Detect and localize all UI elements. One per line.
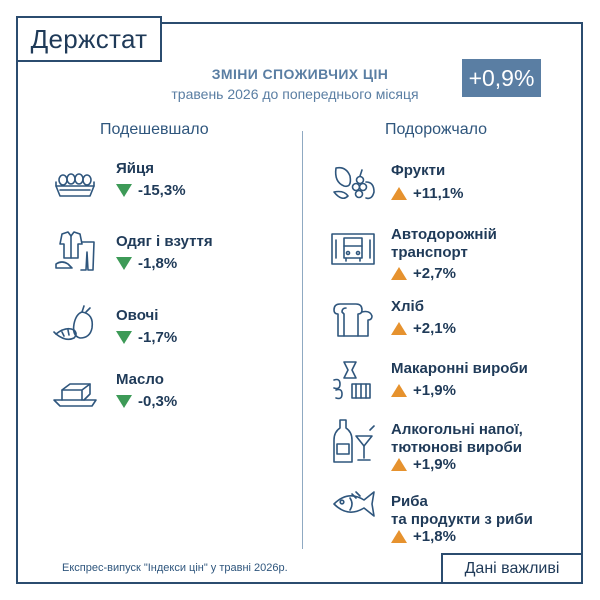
item-name-fruits: Фрукти <box>391 162 446 179</box>
item-value-transport: +2,7% <box>391 265 456 282</box>
item-name-transport: Автодорожній транспорт <box>391 226 497 262</box>
item-value-eggs: -15,3% <box>116 182 186 199</box>
eggs-icon <box>52 160 98 206</box>
bread-icon <box>330 296 376 342</box>
fruits-icon <box>330 160 376 206</box>
item-name-vegetables: Овочі <box>116 307 159 324</box>
important-data-label: Дані важливі <box>441 553 583 584</box>
infographic-frame <box>16 22 583 584</box>
decrease-arrow-icon <box>116 331 132 344</box>
item-value-butter: -0,3% <box>116 393 177 410</box>
increase-arrow-icon <box>391 384 407 397</box>
item-name-bread: Хліб <box>391 298 424 315</box>
item-name-line: Автодорожній <box>391 226 497 243</box>
value-text: +2,1% <box>413 320 456 337</box>
item-value-bread: +2,1% <box>391 320 456 337</box>
item-value-fish: +1,8% <box>391 528 456 545</box>
item-value-fruits: +11,1% <box>391 185 463 202</box>
value-text: +1,9% <box>413 456 456 473</box>
vegetables-icon <box>52 302 98 348</box>
item-name-clothes: Одяг і взуття <box>116 233 213 250</box>
item-value-vegetables: -1,7% <box>116 329 177 346</box>
item-name-line: та продукти з риби <box>391 511 533 528</box>
increase-arrow-icon <box>391 187 407 200</box>
item-name-fish: Риба та продукти з риби <box>391 493 533 529</box>
item-name-alcohol: Алкогольні напої, тютюнові вироби <box>391 421 523 457</box>
value-text: +2,7% <box>413 265 456 282</box>
item-name-line: транспорт <box>391 244 468 261</box>
item-name-pasta: Макаронні вироби <box>391 360 528 377</box>
pricier-heading: Подорожчало <box>385 121 488 138</box>
value-text: +11,1% <box>413 185 464 202</box>
logo-text: Держстат <box>30 23 148 54</box>
infographic-subtitle: травень 2026 до попереднього місяця <box>171 86 419 102</box>
bus-ticket-icon <box>330 226 376 272</box>
increase-arrow-icon <box>391 530 407 543</box>
decrease-arrow-icon <box>116 395 132 408</box>
decrease-arrow-icon <box>116 184 132 197</box>
decrease-arrow-icon <box>116 257 132 270</box>
clothes-shoes-icon <box>52 228 98 274</box>
value-text: -0,3% <box>138 393 178 410</box>
alcohol-tobacco-icon <box>330 418 376 464</box>
butter-icon <box>52 370 98 416</box>
item-value-alcohol: +1,9% <box>391 456 456 473</box>
logo: Держстат <box>16 16 162 62</box>
value-text: +1,8% <box>413 528 456 545</box>
item-name-butter: Масло <box>116 371 164 388</box>
item-value-pasta: +1,9% <box>391 382 456 399</box>
pasta-icon <box>330 358 376 404</box>
infographic-title: ЗМІНИ СПОЖИВЧИХ ЦІН <box>211 66 389 82</box>
item-name-line: Алкогольні напої, <box>391 421 523 438</box>
value-text: -1,7% <box>138 329 178 346</box>
increase-arrow-icon <box>391 267 407 280</box>
value-text: -15,3% <box>138 182 186 199</box>
item-value-clothes: -1,8% <box>116 255 177 272</box>
item-name-eggs: Яйця <box>116 160 154 177</box>
increase-arrow-icon <box>391 458 407 471</box>
item-name-line: тютюнові вироби <box>391 439 522 456</box>
column-divider <box>302 131 303 549</box>
value-text: +1,9% <box>413 382 456 399</box>
fish-icon <box>330 482 376 528</box>
value-text: -1,8% <box>138 255 178 272</box>
cheaper-heading: Подешевшало <box>100 121 209 138</box>
item-name-line: Риба <box>391 493 428 510</box>
source-footnote: Експрес-випуск "Індекси цін" у травні 20… <box>62 562 288 574</box>
increase-arrow-icon <box>391 322 407 335</box>
total-change-badge: +0,9% <box>462 59 541 97</box>
